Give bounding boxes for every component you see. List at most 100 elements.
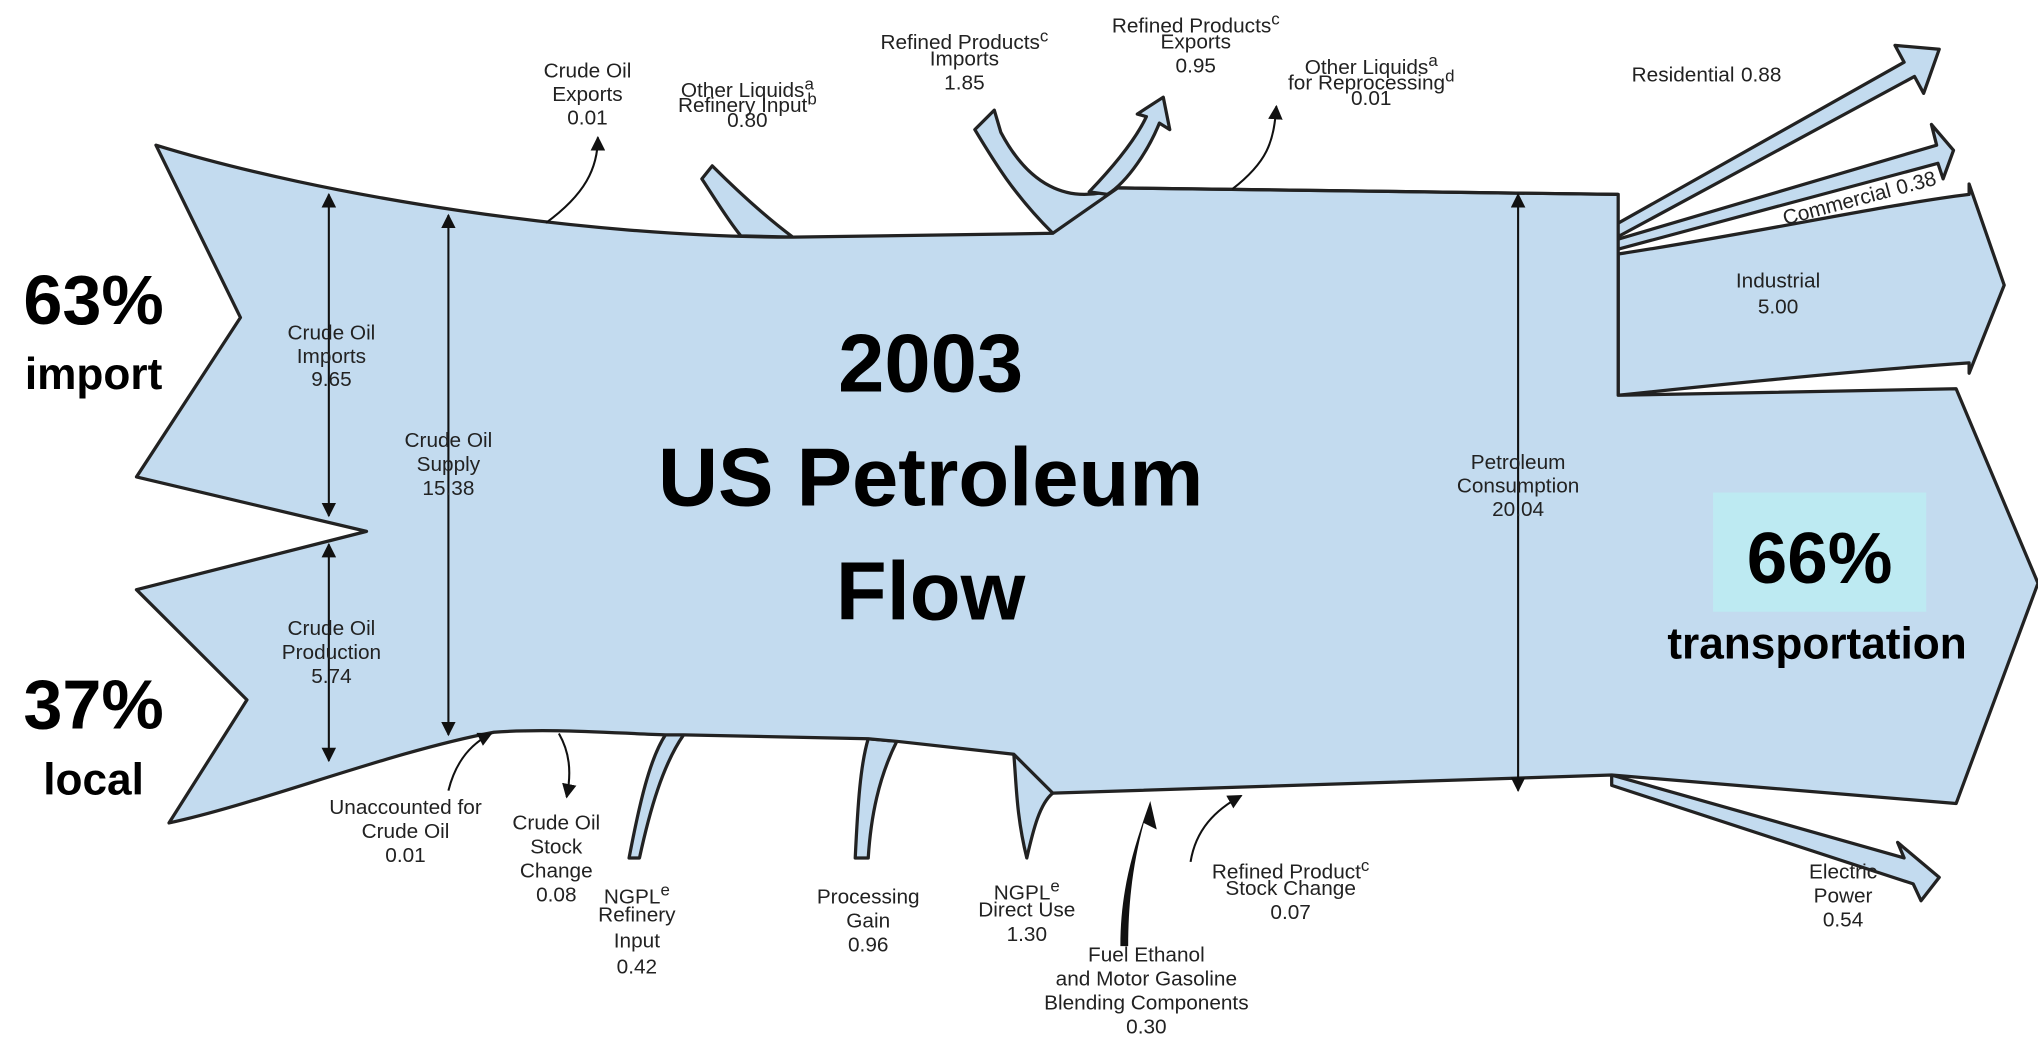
flow-label: NGPLe Direct Use 1.30	[978, 877, 1075, 946]
ngpl-refinery	[627, 733, 686, 860]
label-line: Direct Use	[978, 898, 1075, 921]
flow-label: Refined Productc Stock Change 0.07	[1212, 856, 1369, 924]
label-line: Processing	[817, 885, 920, 908]
label-line: Electric	[1809, 861, 1877, 884]
label-line: Imports	[297, 345, 366, 368]
label-value: 0.30	[1126, 1016, 1166, 1039]
label-line: Industrial	[1736, 270, 1820, 293]
highlight-box	[1713, 492, 1927, 612]
label-value: 0.42	[617, 955, 657, 978]
label-line: Petroleum	[1471, 451, 1566, 474]
label-sup: e	[1050, 877, 1059, 896]
label-line: NGPL	[604, 885, 661, 908]
label-sup: a	[804, 74, 814, 93]
label-line: Residential	[1632, 64, 1735, 87]
label-line: Crude Oil	[544, 60, 632, 83]
label-line: Crude Oil	[405, 429, 493, 452]
label-value: 5.74	[311, 665, 351, 688]
label-sup: e	[660, 881, 669, 900]
label-line: Crude Oil	[362, 820, 450, 843]
edge-line	[1117, 186, 1619, 197]
flow-label: Crude Oil Supply 15.38	[405, 429, 493, 500]
label-text: Crude Oil Production 5.74	[282, 617, 381, 688]
label-value: 0.01	[567, 106, 607, 129]
transport-percent: 66%	[1747, 518, 1893, 599]
label-text: Crude Oil Exports 0.01	[544, 60, 632, 130]
label-text: NGPLe Refinery Input 0.42	[598, 881, 676, 979]
industrial-arrow	[1616, 182, 2006, 397]
import-percent: 63%	[23, 261, 163, 339]
label-line: Refined Products	[1112, 14, 1271, 37]
stock-change-arrow	[557, 733, 577, 799]
label-text: Industrial 5.00	[1736, 270, 1820, 319]
label-text: Refined Productsc Imports 1.85	[880, 26, 1048, 94]
label-line: and Motor Gasoline	[1056, 968, 1237, 991]
flow-label: Crude Oil Imports 9.65	[288, 322, 376, 392]
label-line: Refinery Input	[678, 94, 808, 117]
title-line: US Petroleum	[658, 431, 1203, 524]
label-sup: c	[1271, 10, 1279, 29]
label-line: Refined Products	[880, 31, 1039, 54]
label-text: Crude Oil Supply 15.38	[405, 429, 493, 500]
flow-label: Residential 0.88	[1632, 64, 1782, 87]
label-line: Crude Oil	[288, 322, 376, 345]
label-value: 0.01	[1351, 87, 1391, 110]
label-sup: d	[1445, 67, 1454, 86]
title-line: Flow	[836, 545, 1026, 638]
flow-label: Refined Productsc Exports 0.95	[1112, 10, 1280, 78]
label-line: Consumption	[1457, 475, 1579, 498]
label-line: Other Liquids	[681, 79, 805, 102]
label-text: Unaccounted for Crude Oil 0.01	[329, 796, 482, 867]
commercial-arrow	[1610, 122, 1956, 251]
residential-arrow	[1610, 43, 1941, 238]
label-text: Other Liquidsa Refinery Inputb 0.80	[678, 74, 817, 132]
flow-label: Industrial 5.00	[1736, 270, 1820, 319]
label-sup: c	[1361, 856, 1369, 875]
flow-label: Processing Gain 0.96	[817, 885, 920, 956]
label-line: Stock Change	[1225, 877, 1356, 900]
refined-stock-arrow	[1189, 794, 1243, 863]
label-line: Unaccounted for	[329, 796, 482, 819]
flow-label: Petroleum Consumption 20.04	[1457, 451, 1579, 521]
label-text: Other Liquidsa for Reprocessingd 0.01	[1288, 51, 1454, 110]
label-text: Fuel Ethanol and Motor Gasoline Blending C…	[1044, 944, 1248, 1039]
flow-label: Unaccounted for Crude Oil 0.01	[329, 796, 482, 867]
label-line: Crude Oil	[288, 617, 376, 640]
reprocessing-arrow	[1231, 104, 1283, 191]
label-line: Refined Product	[1212, 861, 1361, 884]
label-value: 0.08	[536, 883, 576, 906]
label-line: Change	[520, 859, 593, 882]
local-word: local	[43, 756, 144, 805]
label-text: Crude Oil Stock Change 0.08	[512, 811, 600, 906]
label-line: Stock	[530, 835, 583, 858]
flow-label: Electric Power 0.54	[1809, 861, 1877, 932]
label-text: NGPLe Direct Use 1.30	[978, 877, 1075, 946]
exports-arrow	[545, 135, 606, 224]
label-value: 0.96	[848, 933, 888, 956]
label-value: 0.95	[1176, 55, 1216, 78]
processing-gain	[853, 737, 899, 860]
label-value: 0.01	[385, 844, 425, 867]
label-text: Electric Power 0.54	[1809, 861, 1877, 932]
label-value: 5.00	[1758, 296, 1798, 319]
label-value: 20.04	[1492, 498, 1544, 521]
label-line: Blending Components	[1044, 992, 1248, 1015]
label-sup: c	[1040, 26, 1048, 45]
label-text: Petroleum Consumption 20.04	[1457, 451, 1579, 521]
label-text: Processing Gain 0.96	[817, 885, 920, 956]
label-value: 0.07	[1270, 901, 1310, 924]
title-line: 2003	[838, 317, 1023, 410]
flow-label: Crude Oil Exports 0.01	[544, 60, 632, 130]
label-line: Supply	[417, 453, 481, 476]
label-line: NGPL	[994, 881, 1051, 904]
ethanol-arrow	[1120, 800, 1157, 947]
label-value: 15.38	[422, 477, 474, 500]
flow-label: Other Liquidsa Refinery Inputb 0.80	[678, 74, 817, 132]
label-sup: a	[1428, 51, 1438, 70]
refined-exports	[1087, 95, 1172, 197]
label-line: Gain	[846, 909, 890, 932]
label-line: for Reprocessing	[1288, 71, 1445, 94]
label-value: 1.85	[944, 71, 984, 94]
label-line: Power	[1814, 885, 1873, 908]
